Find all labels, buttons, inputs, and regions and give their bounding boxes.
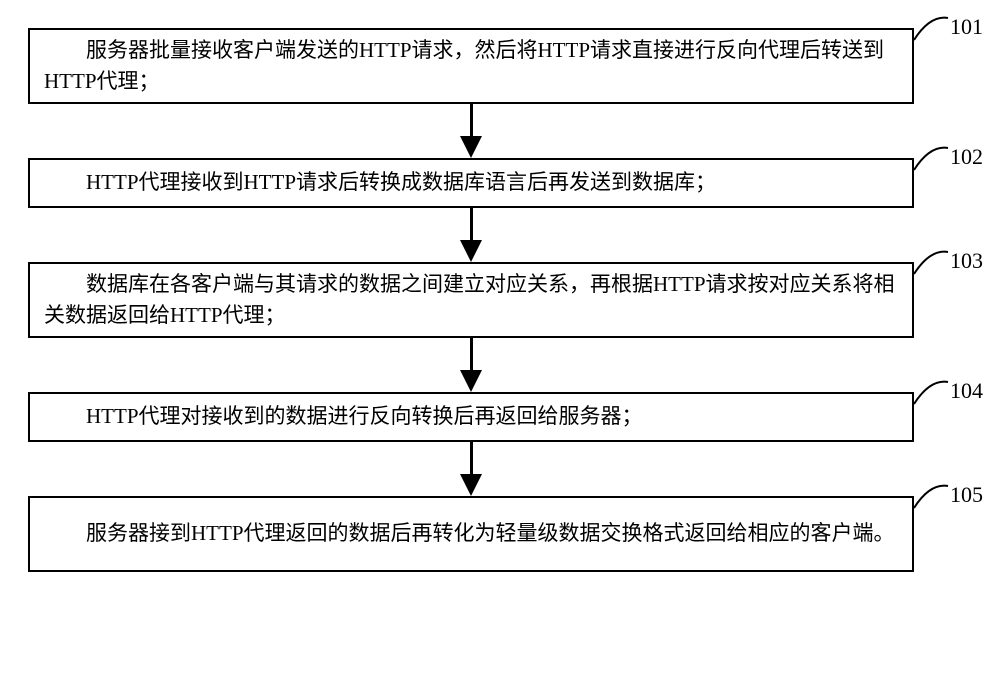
step-box-103: 数据库在各客户端与其请求的数据之间建立对应关系，再根据HTTP请求按对应关系将相… [28, 262, 914, 338]
step-label-102: 102 [950, 144, 983, 170]
arrow-head-1 [460, 136, 482, 158]
step-label-104: 104 [950, 378, 983, 404]
arrow-head-2 [460, 240, 482, 262]
arrow-head-4 [460, 474, 482, 496]
step-box-102: HTTP代理接收到HTTP请求后转换成数据库语言后再发送到数据库； [28, 158, 914, 208]
step-label-103: 103 [950, 248, 983, 274]
arrow-line-3 [470, 338, 473, 370]
label-curve-105 [910, 478, 955, 518]
step-text-101: 服务器批量接收客户端发送的HTTP请求，然后将HTTP请求直接进行反向代理后转送… [44, 35, 898, 98]
step-label-105: 105 [950, 482, 983, 508]
label-curve-101 [910, 10, 955, 50]
step-text-103: 数据库在各客户端与其请求的数据之间建立对应关系，再根据HTTP请求按对应关系将相… [44, 269, 898, 332]
step-text-105: 服务器接到HTTP代理返回的数据后再转化为轻量级数据交换格式返回给相应的客户端。 [44, 518, 898, 550]
step-box-105: 服务器接到HTTP代理返回的数据后再转化为轻量级数据交换格式返回给相应的客户端。 [28, 496, 914, 572]
label-curve-102 [910, 140, 955, 180]
arrow-line-4 [470, 442, 473, 474]
arrow-line-2 [470, 208, 473, 240]
label-curve-103 [910, 244, 955, 284]
step-box-104: HTTP代理对接收到的数据进行反向转换后再返回给服务器； [28, 392, 914, 442]
step-text-102: HTTP代理接收到HTTP请求后转换成数据库语言后再发送到数据库； [44, 167, 898, 199]
flowchart-container: 服务器批量接收客户端发送的HTTP请求，然后将HTTP请求直接进行反向代理后转送… [0, 0, 1000, 687]
arrow-head-3 [460, 370, 482, 392]
step-box-101: 服务器批量接收客户端发送的HTTP请求，然后将HTTP请求直接进行反向代理后转送… [28, 28, 914, 104]
arrow-line-1 [470, 104, 473, 136]
step-label-101: 101 [950, 14, 983, 40]
label-curve-104 [910, 374, 955, 414]
step-text-104: HTTP代理对接收到的数据进行反向转换后再返回给服务器； [44, 401, 898, 433]
